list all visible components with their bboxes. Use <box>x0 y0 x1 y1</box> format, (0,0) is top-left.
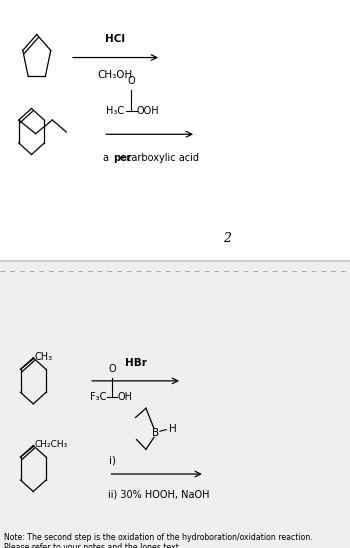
Text: ii) 30% HOOH, NaOH: ii) 30% HOOH, NaOH <box>108 489 210 499</box>
Text: CH₂CH₃: CH₂CH₃ <box>35 441 68 449</box>
Text: a: a <box>103 153 112 163</box>
Text: F₃C: F₃C <box>90 392 107 402</box>
Text: Note: The second step is the oxidation of the hydroboration/oxidation reaction.: Note: The second step is the oxidation o… <box>4 533 312 541</box>
Bar <box>0 0 350 261</box>
Text: OH: OH <box>117 392 132 402</box>
Text: CH₃: CH₃ <box>35 352 52 362</box>
Text: CH₃OH: CH₃OH <box>98 70 133 79</box>
Text: OOH: OOH <box>136 106 159 116</box>
Text: H₃C: H₃C <box>106 106 124 116</box>
Text: 2: 2 <box>224 232 231 245</box>
Text: O: O <box>127 76 135 86</box>
Text: B: B <box>152 428 159 438</box>
Text: H: H <box>169 424 176 433</box>
Bar <box>0 261 350 548</box>
Text: HBr: HBr <box>125 358 147 368</box>
Text: carboxylic acid: carboxylic acid <box>126 153 199 163</box>
Text: per: per <box>113 153 132 163</box>
Text: O: O <box>108 364 116 374</box>
Text: HCl: HCl <box>105 34 126 44</box>
Text: Please refer to your notes and the Jones text: Please refer to your notes and the Jones… <box>4 543 178 548</box>
Text: i): i) <box>108 455 116 465</box>
